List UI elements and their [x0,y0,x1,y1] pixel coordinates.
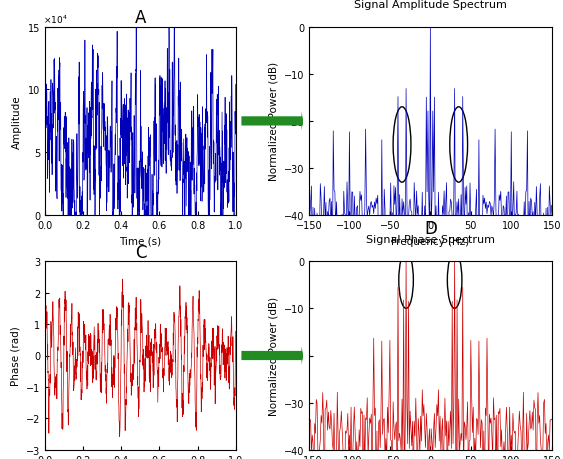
Y-axis label: Normalized Power (dB): Normalized Power (dB) [268,62,278,181]
Text: $\times10^4$: $\times10^4$ [43,13,68,26]
Text: B: B [425,0,436,3]
X-axis label: Time (s): Time (s) [119,236,162,246]
Text: D: D [424,219,437,237]
Y-axis label: Amplitude: Amplitude [12,95,23,148]
Title: Signal Phase Spectrum: Signal Phase Spectrum [366,234,495,244]
Y-axis label: Phase (rad): Phase (rad) [10,326,20,386]
Title: A: A [135,10,146,28]
Title: Signal Amplitude Spectrum: Signal Amplitude Spectrum [354,0,507,10]
Y-axis label: Normalized Power (dB): Normalized Power (dB) [268,297,278,415]
X-axis label: Frequency (Hz): Frequency (Hz) [391,236,470,246]
Title: C: C [135,244,146,262]
Polygon shape [242,347,303,365]
Polygon shape [242,112,303,131]
